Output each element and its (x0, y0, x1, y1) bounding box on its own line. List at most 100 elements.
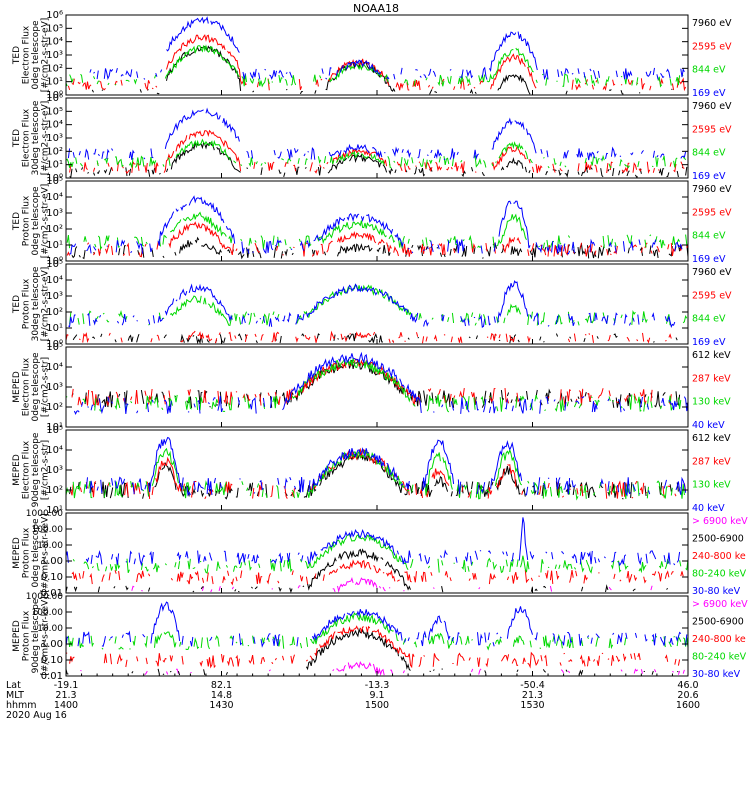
y-tick-label: 10⁰ (46, 173, 63, 184)
panel-frame (65, 180, 689, 262)
y-tick-label: 1000.00 (26, 592, 63, 602)
series-169-ev (70, 197, 687, 254)
series-240-800-ke (66, 626, 687, 667)
y-axis-label: MEPEDProton Flux90deg telescope[#/cm2-s-… (12, 596, 51, 675)
legend-entry: 169 eV (692, 171, 726, 182)
legend-entry: 2500-6900 (692, 534, 744, 545)
y-axis-label: MEPEDProton Flux0deg telescope[#/cm2-s-s… (12, 513, 51, 592)
series-169-ev (68, 281, 688, 327)
series-169-ev (67, 107, 687, 161)
y-tick-label: 10² (46, 485, 63, 496)
y-tick-label: 100.00 (32, 608, 64, 618)
y-tick-label: 10⁰ (46, 90, 63, 101)
panel-frame (65, 263, 689, 345)
y-tick-label: 10¹ (46, 160, 63, 171)
y-tick-label: 10³ (46, 465, 63, 476)
legend-entry: 40 keV (692, 503, 725, 514)
series-2595-ev (68, 35, 688, 90)
series-240-800-ke (72, 561, 688, 584)
y-tick-label: 1.00 (41, 556, 63, 567)
legend-entry: 612 keV (692, 433, 731, 444)
y-tick-label: 10⁶ (46, 93, 63, 104)
x-tick-time: 1600 (676, 700, 700, 711)
y-tick-label: 10⁵ (46, 106, 63, 117)
y-tick-label: 10⁴ (46, 275, 63, 286)
y-tick-label: 10⁴ (46, 192, 63, 203)
legend-entry: 30-80 keV (692, 586, 741, 597)
x-tick-lat: 46.0 (677, 680, 698, 691)
series-80-240-kev (67, 612, 688, 651)
y-tick-label: 10.00 (37, 624, 63, 634)
series-844-ev (66, 46, 686, 87)
y-tick-label: 10⁰ (46, 339, 63, 350)
x-tick-mlt: 9.1 (369, 690, 384, 701)
y-axis-label: TEDProton Flux30deg telescope[#/cm2-s-st… (12, 266, 51, 341)
y-tick-label: 10¹ (46, 505, 63, 516)
y-tick-label: 10³ (46, 291, 63, 302)
legend-entry: 7960 eV (692, 267, 732, 278)
panel-frame (65, 595, 689, 677)
x-tick-mlt: 20.6 (677, 690, 698, 701)
y-tick-label: 10³ (46, 133, 63, 144)
y-tick-label: 10⁴ (46, 120, 63, 131)
legend-entry: > 6900 keV (692, 516, 748, 527)
y-tick-label: 10⁵ (46, 176, 63, 187)
series--6900-kev (80, 661, 685, 676)
x-tick-time: 1500 (365, 700, 389, 711)
x-tick-time: 1530 (520, 700, 544, 711)
y-axis-label: TEDElectron Flux0deg telescope[#/cm2-s-s… (12, 18, 51, 93)
date-label: 2020 Aug 16 (6, 710, 67, 721)
x-tick-lat: -50.4 (520, 680, 545, 691)
y-axis-label: TEDElectron Flux30deg telescope[#/cm2-s-… (12, 100, 51, 175)
y-tick-label: 10⁵ (46, 342, 63, 353)
y-tick-label: 10⁵ (46, 23, 63, 34)
legend-entry: 2595 eV (692, 290, 732, 301)
y-tick-label: 10³ (46, 50, 63, 61)
y-tick-label: 1.00 (41, 639, 63, 650)
y-tick-label: 10⁴ (46, 37, 63, 48)
series-7960-ev (69, 141, 688, 178)
y-tick-label: 10⁰ (46, 256, 63, 267)
legend-entry: 844 eV (692, 148, 726, 159)
legend-entry: 240-800 ke (692, 634, 746, 645)
panel-frame (65, 97, 689, 179)
legend-entry: 169 eV (692, 337, 726, 348)
legend-entry: 2500-6900 (692, 617, 744, 628)
legend-entry: 7960 eV (692, 184, 732, 195)
y-tick-label: 10² (46, 146, 63, 157)
x-tick-mlt: 14.8 (211, 690, 232, 701)
x-row-label: hhmm (6, 700, 37, 711)
series-2595-ev (69, 129, 685, 174)
y-tick-label: 10¹ (46, 323, 63, 334)
panel-8: 0.01 0.10 1.00 10.00 100.00 1000.00MEPEDProto… (12, 592, 748, 682)
legend-entry: 169 eV (692, 88, 726, 99)
legend-entry: 844 eV (692, 314, 726, 325)
y-tick-label: 10⁴ (46, 362, 63, 373)
y-tick-label: 10⁵ (46, 425, 63, 436)
y-tick-label: 0.01 (41, 671, 63, 682)
series-40-kev (73, 351, 688, 416)
series-80-240-kev (72, 534, 688, 574)
panel-frame (65, 512, 689, 594)
y-tick-label: 10³ (46, 382, 63, 393)
y-tick-label: 0.10 (41, 572, 63, 583)
series--6900-kev (132, 578, 687, 592)
x-row-label: Lat (6, 680, 21, 691)
legend-entry: 7960 eV (692, 101, 732, 112)
y-tick-label: 10¹ (46, 77, 63, 88)
series-2595-ev (66, 221, 688, 258)
series-844-ev (69, 283, 688, 326)
panel-frame (65, 429, 689, 511)
series-130-kev (66, 447, 685, 501)
series-7960-ev (73, 334, 688, 344)
series-7960-ev (71, 236, 688, 260)
plot-title: NOAA18 (353, 2, 399, 15)
y-tick-label: 10⁶ (46, 10, 63, 21)
legend-entry: 240-800 ke (692, 551, 746, 562)
y-tick-label: 0.01 (41, 588, 63, 599)
legend-entry: 287 keV (692, 373, 731, 384)
series-130-kev (66, 358, 688, 413)
